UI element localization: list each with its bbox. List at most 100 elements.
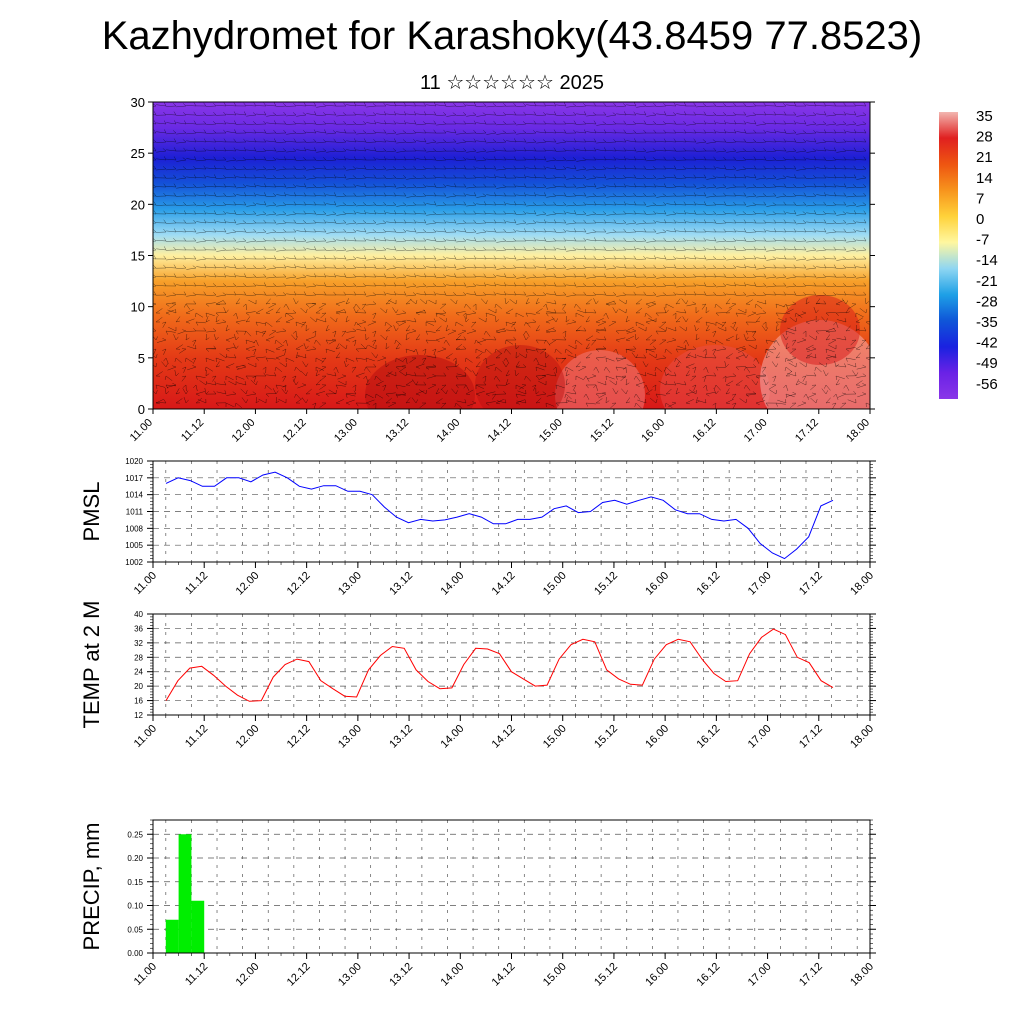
y-tick-label: 1014 [125,491,143,500]
warm-spot [780,295,860,365]
colorbar-label: -7 [976,232,989,249]
precip-panel: 0.00 0.05 0.10 0.15 0.20 0.25 11.00 11.12 12.00 1… [79,819,876,989]
heatmap-y-tick-label: 30 [131,95,145,110]
heatmap-y-tick-label: 15 [131,249,145,264]
heatmap-x-tick-label: 15.12 [588,417,616,445]
x-tick-label: 13.12 [387,570,415,598]
colorbar-label: -14 [976,252,998,269]
y-tick-label: 0.00 [127,949,143,958]
warm-spot [475,345,565,409]
panel-frame [152,819,871,954]
x-tick-label: 16.00 [643,723,671,751]
heatmap-panel: 0 5 10 15 20 25 30 11.00 11.12 12.00 12.12 13.00 13… [128,95,875,445]
heatmap-y-tick-label: 20 [131,197,145,212]
heatmap-y-tick-label: 5 [138,351,145,366]
x-tick-label: 13.12 [387,723,415,751]
chart-subtitle: 11 ☆☆☆☆☆☆ 2025 [420,72,604,94]
x-tick-label: 13.00 [336,570,364,598]
heatmap-field [153,102,870,409]
y-tick-label: 20 [134,682,143,691]
heatmap-x-tick-label: 12.12 [281,417,309,445]
x-tick-label: 15.00 [541,723,569,751]
x-tick-label: 15.00 [541,570,569,598]
heatmap-warm-spots [365,295,870,409]
temp-series-line [165,628,834,702]
x-tick-label: 14.00 [438,723,466,751]
x-tick-label: 15.12 [592,570,620,598]
x-tick-label: 11.12 [183,961,210,988]
y-tick-label: 40 [134,610,143,619]
x-tick-label: 13.00 [336,723,364,751]
chart-title: Kazhydromet for Karashoky(43.8459 77.852… [101,14,923,58]
x-tick-label: 14.00 [438,961,466,989]
x-tick-label: 13.12 [387,961,415,989]
x-tick-label: 16.12 [695,723,723,751]
y-tick-label: 1020 [125,457,143,466]
x-tick-label: 16.00 [643,961,671,989]
x-tick-label: 12.00 [234,723,262,751]
x-tick-label: 12.12 [285,570,313,598]
precip-bar [191,900,205,953]
x-tick-label: 15.12 [592,723,620,751]
x-tick-label: 13.00 [336,961,364,989]
x-tick-label: 18.00 [848,723,876,751]
x-tick-label: 17.12 [797,570,825,598]
x-tick-label: 12.00 [234,570,262,598]
heatmap-y-tick-label: 25 [131,146,145,161]
heatmap-x-tick-label: 14.12 [486,417,514,445]
x-tick-label: 11.12 [183,570,210,597]
colorbar-label: 7 [976,190,984,207]
heatmap-x-tick-label: 17.12 [793,417,821,445]
colorbar-labels: 35 28 21 14 7 0 -7 -14 -21 -28 -35 -42 -49 -56 [976,108,998,393]
x-tick-label: 16.12 [695,570,723,598]
colorbar-label: 35 [976,108,993,125]
colorbar-label: 0 [976,211,984,228]
y-tick-label: 1005 [125,541,143,550]
x-tick-label: 12.00 [234,961,262,989]
heatmap-y-tick-label: 0 [138,402,145,417]
heatmap-x-tick-label: 12.00 [230,417,258,445]
precip-bar [178,834,192,953]
heatmap-x-tick-label: 18.00 [844,417,872,445]
x-tick-label: 11.12 [183,723,210,750]
colorbar-label: -28 [976,293,998,310]
heatmap-y-axis: 0 5 10 15 20 25 30 [131,95,875,417]
y-tick-label: 0.25 [127,830,143,839]
x-tick-label: 14.12 [490,961,518,989]
heatmap-x-tick-label: 16.12 [691,417,719,445]
colorbar-label: -49 [976,355,998,372]
heatmap-y-tick-label: 10 [131,300,145,315]
wind-barbs [153,102,870,409]
y-tick-label: 16 [134,697,143,706]
colorbar: 35 28 21 14 7 0 -7 -14 -21 -28 -35 -42 -49 -56 [939,108,998,399]
y-tick-label: 0.05 [127,925,143,934]
colorbar-label: -35 [976,314,998,331]
x-tick-label: 11.00 [132,723,159,750]
colorbar-label: 21 [976,149,993,166]
x-tick-label: 16.00 [643,570,671,598]
y-tick-label: 0.15 [127,878,143,887]
x-tick-label: 18.00 [848,570,876,598]
colorbar-label: -21 [976,273,998,290]
x-tick-label: 17.00 [746,570,774,598]
heatmap-x-tick-label: 17.00 [742,417,770,445]
x-tick-label: 17.12 [797,961,825,989]
pmsl-panel: 1002 1005 1008 1011 1014 1017 1020 11.00 11.12 12… [79,457,876,598]
colorbar-gradient [939,112,958,399]
heatmap-x-tick-label: 11.00 [128,417,155,444]
y-tick-label: 28 [134,653,143,662]
y-axis-label: TEMP at 2 M [79,601,104,729]
precip-bar [165,919,179,953]
y-tick-label: 12 [134,711,143,720]
x-tick-label: 11.00 [132,961,159,988]
x-tick-label: 14.12 [490,723,518,751]
heatmap-x-tick-label: 11.12 [179,417,206,444]
y-tick-label: 1011 [126,508,144,517]
y-axis-label: PRECIP, mm [79,823,104,951]
y-tick-label: 36 [134,624,143,633]
colorbar-label: 28 [976,129,993,146]
x-tick-label: 15.12 [592,961,620,989]
x-tick-label: 17.12 [797,723,825,751]
wind-barb-field [153,102,870,409]
